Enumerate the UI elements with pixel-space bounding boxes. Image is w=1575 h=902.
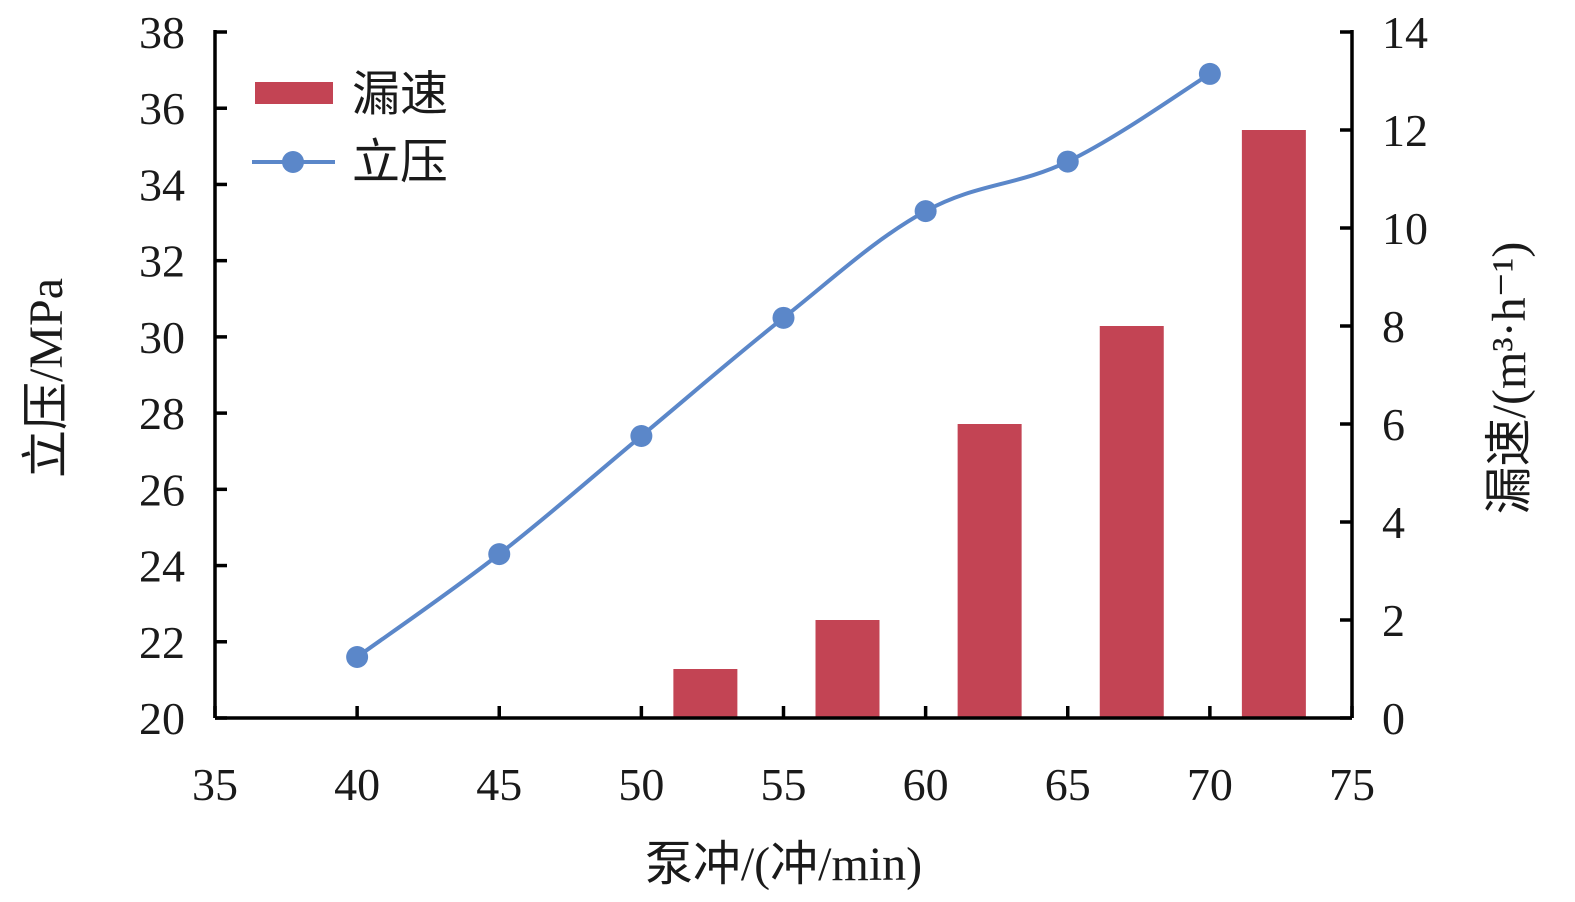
x-tick-label: 70 (1187, 759, 1233, 810)
legend-line-marker (282, 151, 304, 173)
y-right-tick-label: 0 (1382, 693, 1405, 744)
line-series-standpipe-pressure (346, 62, 1221, 669)
bar-70 (1241, 130, 1306, 718)
x-tick-label: 60 (903, 759, 949, 810)
y-right-tick-label: 4 (1382, 497, 1405, 548)
y-left-tick-label: 26 (139, 464, 185, 515)
y-right-tick-label: 2 (1382, 595, 1405, 646)
x-tick-label: 75 (1329, 759, 1375, 810)
pressure-point-70 (1198, 62, 1221, 85)
legend-label-leak-rate: 漏速 (352, 68, 448, 121)
bar-65 (1099, 326, 1164, 718)
y-right-tick-label: 10 (1382, 203, 1428, 254)
y-right-tick-label: 6 (1382, 399, 1405, 450)
bar-series-leak-rate (673, 130, 1306, 718)
x-tick-label: 55 (761, 759, 807, 810)
bar-55 (815, 620, 880, 718)
y-left-tick-label: 36 (139, 83, 185, 134)
x-tick-label: 65 (1045, 759, 1091, 810)
legend-label-pressure: 立压 (352, 136, 448, 189)
y-left-tick-label: 30 (139, 312, 185, 363)
bar-50 (673, 669, 738, 718)
y-axis-right-title: 漏速/(m³·h⁻¹) (1483, 242, 1536, 515)
y-axis-left-title: 立压/MPa (20, 278, 73, 478)
y-left-tick-label: 20 (139, 693, 185, 744)
pressure-point-55 (772, 306, 795, 329)
x-tick-label: 40 (334, 759, 380, 810)
x-tick-label: 50 (618, 759, 664, 810)
pressure-point-45 (488, 543, 511, 566)
x-tick-label: 35 (192, 759, 238, 810)
y-left-tick-label: 22 (139, 617, 185, 668)
bar-60 (957, 424, 1022, 718)
y-right-tick-label: 14 (1382, 7, 1428, 58)
y-left-tick-label: 32 (139, 236, 185, 287)
pressure-point-40 (346, 646, 369, 669)
y-right-tick-label: 12 (1382, 105, 1428, 156)
y-left-tick-label: 28 (139, 388, 185, 439)
y-left-tick-label: 38 (139, 7, 185, 58)
legend-bar-swatch (255, 82, 333, 104)
x-axis-title: 泵冲/(冲/min) (645, 838, 922, 891)
y-left-tick-label: 24 (139, 541, 185, 592)
pressure-point-50 (630, 424, 653, 447)
pressure-point-60 (914, 200, 937, 223)
y-left-tick-label: 34 (139, 159, 185, 210)
pressure-line (355, 72, 1211, 659)
y-right-tick-label: 8 (1382, 301, 1405, 352)
pressure-point-65 (1056, 150, 1079, 173)
x-tick-label: 45 (476, 759, 522, 810)
